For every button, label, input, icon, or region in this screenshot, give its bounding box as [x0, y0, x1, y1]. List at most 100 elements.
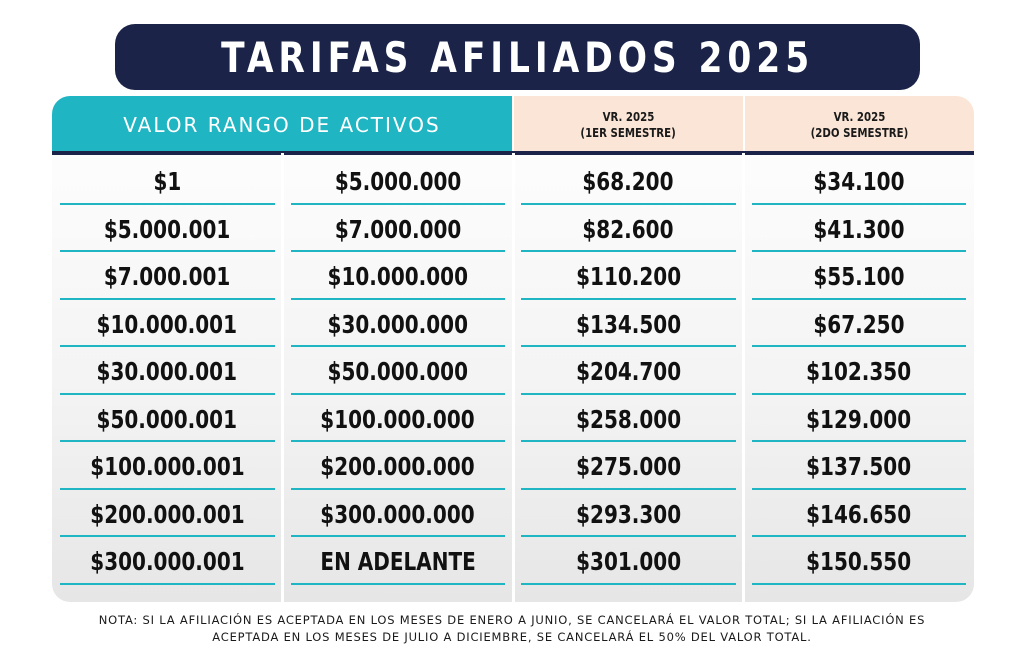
range-to-cell: $100.000.000 — [283, 396, 514, 444]
header-second-semester-line1: VR. 2025 — [833, 109, 886, 124]
range-from-cell: $7.000.001 — [52, 253, 283, 301]
header-first-semester-line2: (1ER SEMESTRE) — [580, 125, 677, 140]
range-to-cell: $300.000.000 — [283, 491, 514, 539]
title-banner: TARIFAS AFILIADOS 2025 — [115, 24, 920, 90]
range-from-cell-value: $300.000.001 — [90, 547, 245, 577]
range-from-cell: $30.000.001 — [52, 348, 283, 396]
first-semester-rate-cell: $258.000 — [513, 396, 744, 444]
range-from-cell-value: $30.000.001 — [97, 357, 238, 387]
second-semester-rate-cell-value: $34.100 — [813, 167, 905, 197]
range-to-cell-value: $10.000.000 — [327, 262, 468, 292]
second-semester-rate-cell: $55.100 — [744, 253, 975, 301]
second-semester-rate-cell: $146.650 — [744, 491, 975, 539]
range-to-cell-value: $5.000.000 — [334, 167, 462, 197]
range-to-cell-value: $30.000.000 — [327, 309, 468, 339]
range-from-cell: $200.000.001 — [52, 491, 283, 539]
first-semester-rate-cell-value: $301.000 — [575, 547, 681, 577]
range-from-cell: $100.000.001 — [52, 443, 283, 491]
range-from-cell-value: $200.000.001 — [90, 499, 245, 529]
first-semester-rate-cell-value: $258.000 — [575, 404, 681, 434]
first-semester-rate-cell: $301.000 — [513, 538, 744, 586]
range-to-cell: $200.000.000 — [283, 443, 514, 491]
first-semester-rate-cell-value: $204.700 — [575, 357, 681, 387]
second-semester-rate-cell: $129.000 — [744, 396, 975, 444]
table-row: $300.000.001 EN ADELANTE $301.000 $150.550 — [52, 538, 974, 586]
table-row: $200.000.001 $300.000.000 $293.300 $146.650 — [52, 491, 974, 539]
first-semester-rate-cell-value: $293.300 — [575, 499, 681, 529]
range-to-cell-value: $7.000.000 — [334, 214, 462, 244]
column-divider — [511, 153, 515, 602]
header-first-semester: VR. 2025 (1ER SEMESTRE) — [514, 96, 743, 153]
first-semester-rate-cell: $110.200 — [513, 253, 744, 301]
second-semester-rate-cell: $41.300 — [744, 206, 975, 254]
first-semester-rate-cell: $275.000 — [513, 443, 744, 491]
range-to-cell: $5.000.000 — [283, 158, 514, 206]
range-to-cell: $30.000.000 — [283, 301, 514, 349]
second-semester-rate-cell: $150.550 — [744, 538, 975, 586]
range-to-cell: $50.000.000 — [283, 348, 514, 396]
first-semester-rate-cell: $204.700 — [513, 348, 744, 396]
header-second-semester: VR. 2025 (2DO SEMESTRE) — [745, 96, 974, 153]
second-semester-rate-cell: $34.100 — [744, 158, 975, 206]
second-semester-rate-cell-value: $67.250 — [813, 309, 905, 339]
range-to-cell-value: $200.000.000 — [320, 452, 475, 482]
table-row: $100.000.001 $200.000.000 $275.000 $137.500 — [52, 443, 974, 491]
second-semester-rate-cell-value: $102.350 — [806, 357, 912, 387]
column-divider — [281, 153, 284, 602]
header-range: VALOR RANGO DE ACTIVOS — [52, 96, 512, 153]
header-first-semester-line1: VR. 2025 — [602, 109, 655, 124]
footnote-line1: NOTA: SI LA AFILIACIÓN ES ACEPTADA EN LO… — [98, 613, 926, 627]
second-semester-rate-cell-value: $146.650 — [806, 499, 912, 529]
range-to-cell: $7.000.000 — [283, 206, 514, 254]
column-divider — [742, 153, 745, 602]
range-from-cell: $50.000.001 — [52, 396, 283, 444]
first-semester-rate-cell: $293.300 — [513, 491, 744, 539]
table-body: $1 $5.000.000 $68.200 $34.100 $5.000.001 $7.0… — [52, 158, 974, 586]
table-row: $50.000.001 $100.000.000 $258.000 $129.000 — [52, 396, 974, 444]
range-to-cell: EN ADELANTE — [283, 538, 514, 586]
second-semester-rate-cell-value: $150.550 — [806, 547, 912, 577]
table-header: VALOR RANGO DE ACTIVOS VR. 2025 (1ER SEM… — [52, 96, 974, 153]
range-from-cell: $5.000.001 — [52, 206, 283, 254]
header-separator — [743, 96, 745, 153]
page-title: TARIFAS AFILIADOS 2025 — [220, 32, 814, 82]
header-range-label: VALOR RANGO DE ACTIVOS — [123, 112, 441, 137]
range-to-cell-value: $300.000.000 — [320, 499, 475, 529]
range-from-cell: $300.000.001 — [52, 538, 283, 586]
rates-table: VALOR RANGO DE ACTIVOS VR. 2025 (1ER SEM… — [52, 96, 974, 602]
range-from-cell-value: $1 — [153, 167, 182, 197]
range-to-cell-value: $100.000.000 — [320, 404, 475, 434]
range-from-cell-value: $5.000.001 — [103, 214, 231, 244]
range-from-cell: $10.000.001 — [52, 301, 283, 349]
second-semester-rate-cell-value: $137.500 — [806, 452, 912, 482]
table-row: $1 $5.000.000 $68.200 $34.100 — [52, 158, 974, 206]
second-semester-rate-cell: $67.250 — [744, 301, 975, 349]
second-semester-rate-cell: $137.500 — [744, 443, 975, 491]
second-semester-rate-cell-value: $55.100 — [813, 262, 905, 292]
table-row: $7.000.001 $10.000.000 $110.200 $55.100 — [52, 253, 974, 301]
range-from-cell-value: $100.000.001 — [90, 452, 245, 482]
range-to-cell: $10.000.000 — [283, 253, 514, 301]
second-semester-rate-cell-value: $41.300 — [813, 214, 905, 244]
range-from-cell-value: $50.000.001 — [97, 404, 238, 434]
first-semester-rate-cell: $134.500 — [513, 301, 744, 349]
second-semester-rate-cell-value: $129.000 — [806, 404, 912, 434]
first-semester-rate-cell-value: $275.000 — [575, 452, 681, 482]
first-semester-rate-cell-value: $68.200 — [582, 167, 674, 197]
first-semester-rate-cell-value: $134.500 — [575, 309, 681, 339]
first-semester-rate-cell: $68.200 — [513, 158, 744, 206]
table-row: $5.000.001 $7.000.000 $82.600 $41.300 — [52, 206, 974, 254]
first-semester-rate-cell-value: $82.600 — [582, 214, 674, 244]
first-semester-rate-cell: $82.600 — [513, 206, 744, 254]
table-row: $30.000.001 $50.000.000 $204.700 $102.350 — [52, 348, 974, 396]
header-separator — [512, 96, 514, 153]
range-to-cell-value: EN ADELANTE — [320, 547, 476, 577]
first-semester-rate-cell-value: $110.200 — [575, 262, 681, 292]
footnote: NOTA: SI LA AFILIACIÓN ES ACEPTADA EN LO… — [40, 612, 984, 646]
range-to-cell-value: $50.000.000 — [327, 357, 468, 387]
range-from-cell-value: $10.000.001 — [97, 309, 238, 339]
table-row: $10.000.001 $30.000.000 $134.500 $67.250 — [52, 301, 974, 349]
footnote-line2: ACEPTADA EN LOS MESES DE JULIO A DICIEMB… — [212, 630, 812, 644]
range-from-cell: $1 — [52, 158, 283, 206]
second-semester-rate-cell: $102.350 — [744, 348, 975, 396]
